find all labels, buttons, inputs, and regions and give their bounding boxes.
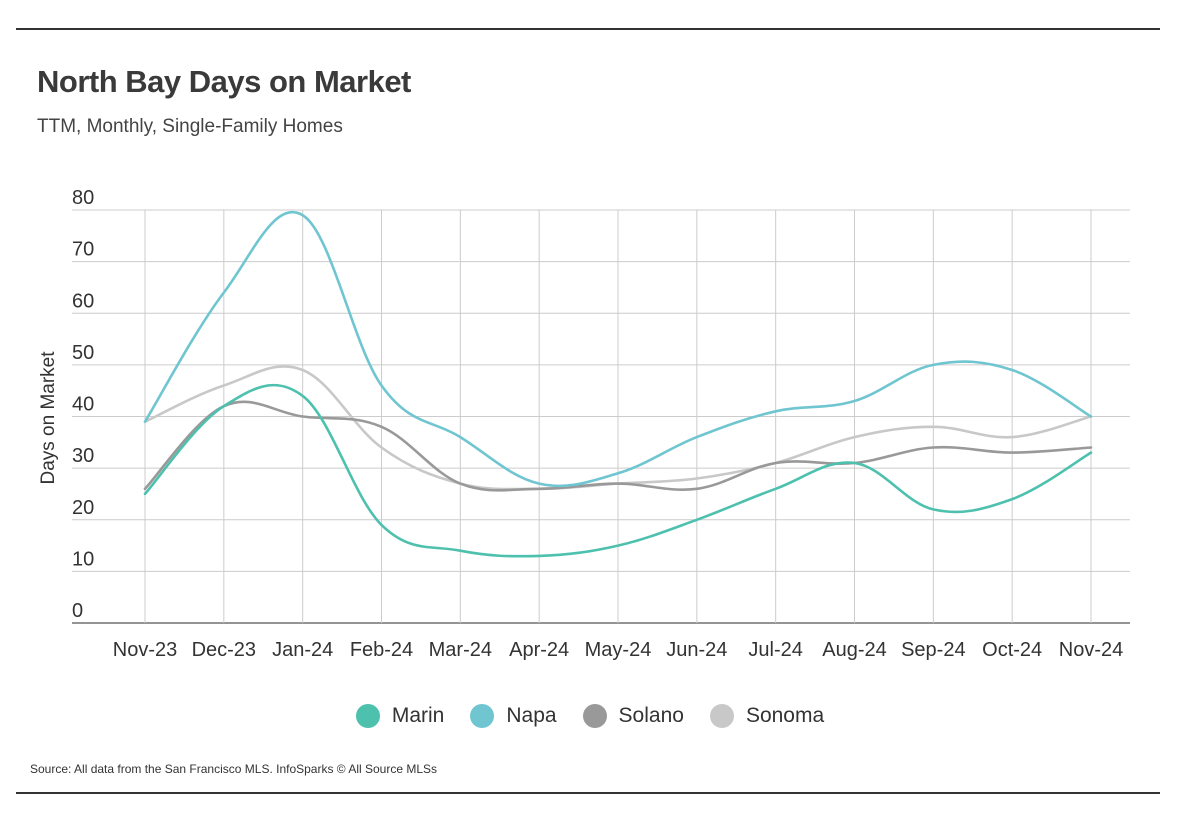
legend-item-napa: Napa: [470, 704, 557, 728]
bottom-rule: [16, 792, 1160, 794]
x-tick-label: Nov-23: [113, 639, 177, 661]
source-note: Source: All data from the San Francisco …: [30, 762, 438, 776]
y-tick-label: 0: [72, 600, 83, 622]
x-tick-label: Feb-24: [350, 639, 413, 661]
series-line-napa: [143, 211, 1093, 488]
legend: Marin Napa Solano Sonoma: [0, 704, 1180, 728]
x-tick-label: May-24: [585, 639, 652, 661]
chart-grid: [72, 209, 1130, 624]
x-tick-label: Aug-24: [822, 639, 887, 661]
x-tick-label: Apr-24: [509, 639, 569, 661]
y-axis: 0 10 20 30 40 50 60 70 80: [72, 187, 94, 622]
legend-item-solano: Solano: [582, 704, 684, 728]
x-tick-label: Mar-24: [429, 639, 492, 661]
x-tick-label: Dec-23: [192, 639, 256, 661]
y-axis-label: Days on Market: [38, 351, 59, 485]
line-chart: 0 10 20 30 40 50 60 70 80 Nov-23 Dec-23 Jan-24 Feb-…: [38, 187, 1130, 661]
y-tick-label: 40: [72, 394, 94, 416]
legend-label: Solano: [618, 704, 684, 727]
x-tick-label: Jan-24: [272, 639, 333, 661]
x-tick-label: Jun-24: [666, 639, 727, 661]
series-line-marin: [143, 383, 1093, 558]
legend-swatch-icon: [582, 704, 607, 728]
y-tick-label: 10: [72, 548, 94, 570]
legend-item-sonoma: Sonoma: [709, 704, 825, 728]
legend-item-marin: Marin: [355, 704, 445, 728]
x-tick-label: Oct-24: [982, 639, 1042, 661]
top-rule: [16, 28, 1160, 30]
series-lines: [143, 211, 1093, 558]
x-tick-label: Nov-24: [1059, 639, 1123, 661]
y-tick-label: 50: [72, 342, 94, 364]
y-tick-label: 30: [72, 445, 94, 467]
series-line-solano: [143, 400, 1093, 492]
chart-title: North Bay Days on Market: [37, 64, 411, 99]
y-tick-label: 20: [72, 497, 94, 519]
x-axis: Nov-23 Dec-23 Jan-24 Feb-24 Mar-24 Apr-24 May-…: [113, 639, 1123, 661]
legend-label: Marin: [391, 704, 445, 727]
legend-label: Napa: [506, 704, 557, 727]
y-tick-label: 70: [72, 239, 94, 261]
legend-swatch-icon: [470, 704, 495, 728]
chart-subtitle: TTM, Monthly, Single-Family Homes: [37, 116, 343, 137]
legend-swatch-icon: [709, 704, 734, 728]
y-tick-label: 80: [72, 187, 94, 209]
legend-swatch-icon: [355, 704, 380, 728]
legend-label: Sonoma: [745, 704, 825, 727]
y-tick-label: 60: [72, 290, 94, 312]
x-tick-label: Jul-24: [748, 639, 802, 661]
x-tick-label: Sep-24: [901, 639, 966, 661]
